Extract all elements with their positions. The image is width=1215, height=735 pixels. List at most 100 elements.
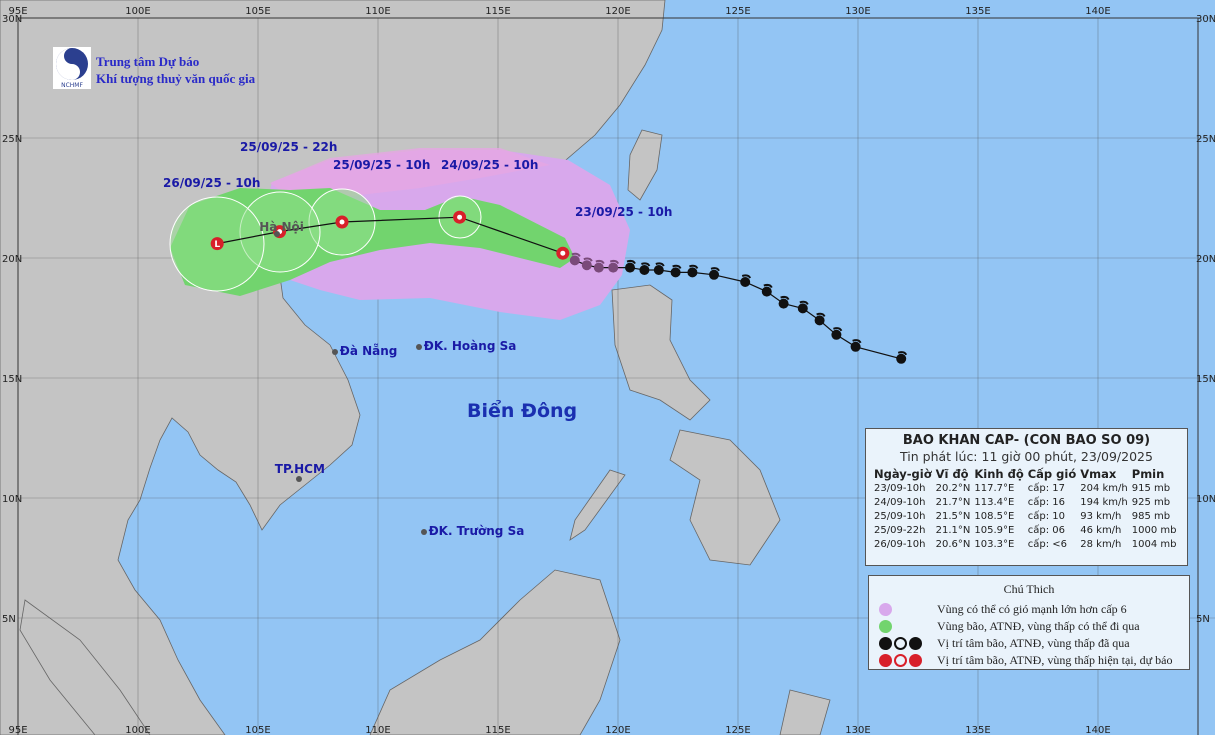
lon-tick-label: 125E bbox=[725, 6, 750, 17]
lon-tick-label: 95E bbox=[8, 725, 27, 735]
lat-tick-label: 5N bbox=[2, 614, 16, 625]
table-cell: cấp: 10 bbox=[1027, 511, 1065, 522]
legend-item: Vùng bão, ATNĐ, vùng thấp có thể đi qua bbox=[869, 618, 1140, 634]
taiwan-island bbox=[627, 129, 663, 201]
column-header: Vĩ độ bbox=[935, 467, 969, 481]
table-cell: 21.7°N bbox=[935, 497, 971, 508]
lat-tick-label: 25N bbox=[2, 134, 22, 145]
table-cell: 28 km/h bbox=[1080, 539, 1122, 550]
table-row: 25/09-10h 21.5°N 108.5°E cấp: 10 93 km/h 985 … bbox=[874, 510, 1180, 524]
nchmf-logo: NCHMF bbox=[53, 47, 91, 89]
lon-tick-label: 95E bbox=[8, 6, 27, 17]
table-cell: 20.2°N bbox=[935, 483, 971, 494]
lat-tick-label: 15N bbox=[2, 374, 22, 385]
red-storm-symbols-icon bbox=[869, 653, 929, 667]
past-typhoon-icon bbox=[778, 298, 789, 309]
past-typhoon-icon bbox=[625, 262, 635, 273]
lat-tick-label: 10N bbox=[2, 494, 22, 505]
past-typhoon-icon bbox=[639, 265, 650, 275]
lat-tick-label: 15N bbox=[1196, 374, 1215, 385]
past-typhoon-icon bbox=[608, 262, 619, 273]
lon-tick-label: 105E bbox=[245, 725, 270, 735]
table-cell: 26/09-10h bbox=[874, 539, 926, 550]
lon-tick-label: 125E bbox=[725, 725, 750, 735]
forecast-time-label: 25/09/25 - 10h bbox=[333, 158, 431, 172]
lat-tick-label: 20N bbox=[1196, 254, 1215, 265]
past-typhoon-icon bbox=[896, 353, 907, 364]
legend-text: Vị trí tâm bão, ATNĐ, vùng thấp đã qua bbox=[937, 635, 1130, 650]
column-header: Kinh độ bbox=[974, 467, 1024, 481]
lon-tick-label: 130E bbox=[845, 725, 870, 735]
table-cell: 117.7°E bbox=[974, 483, 1015, 494]
table-cell: cấp: 06 bbox=[1027, 525, 1065, 536]
forecast-time-label: 25/09/25 - 22h bbox=[240, 140, 338, 154]
table-cell: cấp: <6 bbox=[1027, 539, 1067, 550]
sulawesi-island bbox=[779, 689, 831, 735]
table-row: 23/09-10h 20.2°N 117.7°E cấp: 17 204 km/h 915… bbox=[874, 482, 1180, 496]
table-cell: 105.9°E bbox=[974, 525, 1015, 536]
table-cell: 46 km/h bbox=[1080, 525, 1122, 536]
table-cell: 21.5°N bbox=[935, 511, 971, 522]
low-icon bbox=[210, 237, 224, 251]
lon-tick-label: 120E bbox=[605, 725, 630, 735]
bulletin-panel: BAO KHAN CAP- (CON BAO SO 09) Tin phát l… bbox=[865, 428, 1188, 566]
past-typhoon-icon bbox=[740, 277, 751, 287]
table-row: 26/09-10h 20.6°N 103.3°E cấp: <6 28 km/h 1004… bbox=[874, 538, 1180, 552]
legend-text: Vùng bão, ATNĐ, vùng thấp có thể đi qua bbox=[937, 618, 1140, 633]
philippines-south bbox=[669, 429, 781, 566]
table-cell: 25/09-10h bbox=[874, 511, 926, 522]
table-cell: cấp: 16 bbox=[1027, 497, 1065, 508]
lon-tick-label: 140E bbox=[1085, 725, 1110, 735]
green-dot-icon bbox=[879, 619, 892, 633]
bulletin-table: Ngày-giờ Vĩ độ Kinh độ Cấp gió Vmax Pmin 23/0… bbox=[874, 467, 1180, 552]
lon-tick-label: 100E bbox=[125, 725, 150, 735]
column-header: Cấp gió bbox=[1027, 467, 1077, 481]
luzon-island bbox=[611, 284, 711, 421]
lon-tick-label: 110E bbox=[365, 6, 390, 17]
place-marker bbox=[274, 231, 281, 237]
table-cell: 1004 mb bbox=[1131, 539, 1177, 550]
lon-tick-label: 135E bbox=[965, 6, 990, 17]
grid bbox=[17, 17, 1215, 735]
black-storm-symbols-icon bbox=[869, 636, 929, 650]
legend-title: Chú Thich bbox=[1003, 582, 1055, 596]
axis-ticks: 95E 95E 100E 100E 105E 105E 110E 110E 115E 115E 12… bbox=[2, 6, 1215, 735]
lon-tick-label: 135E bbox=[965, 725, 990, 735]
place-marker bbox=[415, 343, 422, 350]
table-cell: 103.3°E bbox=[974, 539, 1015, 550]
column-header: Pmin bbox=[1131, 467, 1165, 481]
lat-tick-label: 30N bbox=[2, 14, 22, 25]
place-label: ĐK. Hoàng Sa bbox=[423, 338, 517, 353]
lat-tick-label: 10N bbox=[1196, 494, 1215, 505]
forecast-time-label: 26/09/25 - 10h bbox=[163, 176, 261, 190]
legend-text: Vùng có thể có gió mạnh lớn hơn cấp 6 bbox=[937, 601, 1127, 616]
table-row: 24/09-10h 21.7°N 113.4°E cấp: 16 194 km/h 925… bbox=[874, 496, 1180, 510]
legend-text: Vị trí tâm bão, ATNĐ, vùng thấp hiện tại… bbox=[937, 652, 1173, 667]
table-cell: 915 mb bbox=[1131, 483, 1171, 494]
table-cell: 20.6°N bbox=[935, 539, 971, 550]
bulletin-title: BAO KHAN CAP- (CON BAO SO 09) bbox=[902, 433, 1151, 448]
forecast-time-label: 23/09/25 - 10h bbox=[575, 205, 673, 219]
past-typhoon-icon bbox=[797, 303, 808, 314]
lat-tick-label: 5N bbox=[1196, 614, 1210, 625]
table-cell: 204 km/h bbox=[1080, 483, 1128, 494]
legend-item: Vùng có thể có gió mạnh lớn hơn cấp 6 bbox=[869, 601, 1127, 617]
table-row: 25/09-22h 21.1°N 105.9°E cấp: 06 46 km/h 1000… bbox=[874, 524, 1180, 538]
past-typhoon-icon bbox=[569, 255, 580, 266]
table-cell: 925 mb bbox=[1131, 497, 1171, 508]
table-cell: 194 km/h bbox=[1080, 497, 1128, 508]
table-cell: 93 km/h bbox=[1080, 511, 1122, 522]
lon-tick-label: 105E bbox=[245, 6, 270, 17]
place-label: Hà Nội bbox=[259, 220, 304, 234]
table-cell: 23/09-10h bbox=[874, 483, 926, 494]
past-typhoon-icon bbox=[709, 269, 719, 280]
svg-text:NCHMF: NCHMF bbox=[61, 82, 83, 89]
lat-tick-label: 25N bbox=[1196, 134, 1215, 145]
table-cell: 113.4°E bbox=[974, 497, 1015, 508]
lon-tick-label: 100E bbox=[125, 6, 150, 17]
lon-tick-label: 140E bbox=[1085, 6, 1110, 17]
table-cell: cấp: 17 bbox=[1027, 483, 1065, 494]
place-marker bbox=[420, 528, 427, 535]
sumatra bbox=[19, 599, 151, 735]
